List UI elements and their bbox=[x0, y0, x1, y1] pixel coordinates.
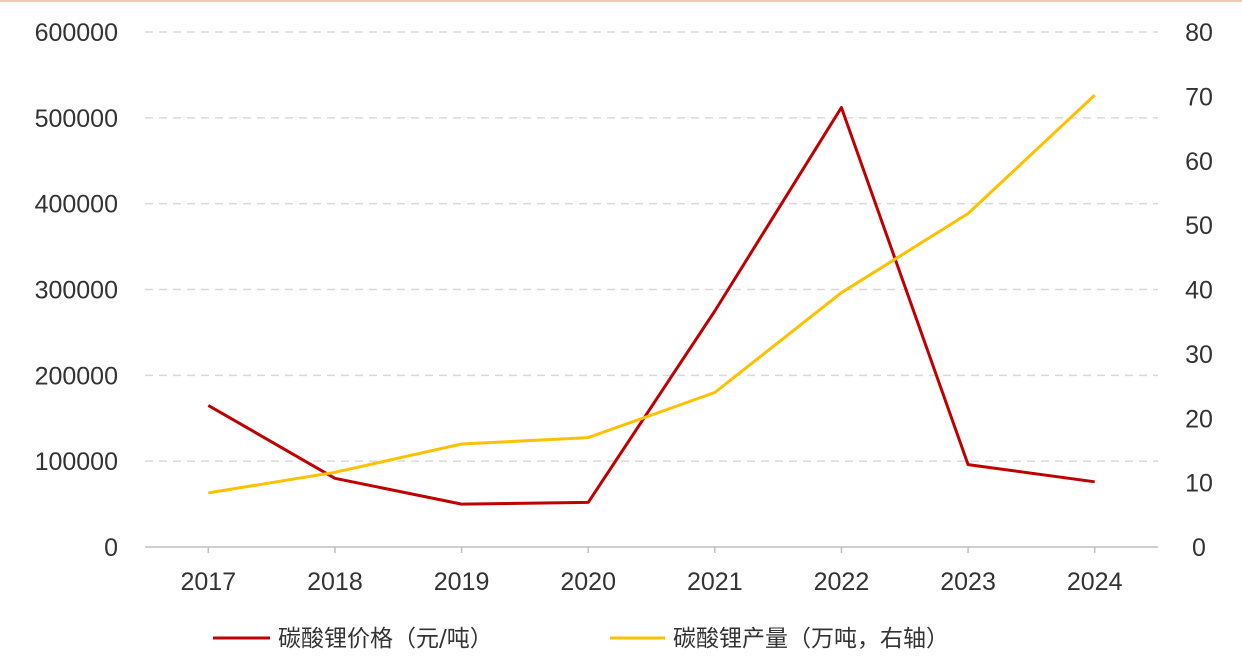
gridlines bbox=[145, 31, 1158, 462]
x-tick-label: 2023 bbox=[940, 568, 996, 596]
series-line-price bbox=[207, 106, 1095, 506]
right-y-tick-label: 10 bbox=[1185, 470, 1213, 498]
x-tick-label: 2017 bbox=[181, 568, 237, 596]
right-y-tick-label: 60 bbox=[1185, 148, 1213, 176]
x-tick-label: 2022 bbox=[814, 568, 870, 596]
right-y-tick-label: 30 bbox=[1185, 341, 1213, 369]
left-y-tick-label: 600000 bbox=[35, 19, 118, 47]
left-y-tick-label: 400000 bbox=[35, 191, 118, 219]
right-y-tick-label: 50 bbox=[1185, 212, 1213, 240]
x-tick-label: 2020 bbox=[560, 568, 616, 596]
x-tick-label: 2018 bbox=[307, 568, 363, 596]
x-tick-label: 2021 bbox=[687, 568, 743, 596]
right-y-tick-label: 80 bbox=[1185, 19, 1213, 47]
left-y-tick-label: 100000 bbox=[35, 448, 118, 476]
legend-label-production: 碳酸锂产量（万吨，右轴） bbox=[673, 626, 949, 652]
top-border bbox=[0, 0, 1242, 2]
x-axis-ticks bbox=[207, 547, 1096, 553]
right-y-tick-label: 0 bbox=[1192, 534, 1206, 562]
x-tick-label: 2024 bbox=[1067, 568, 1123, 596]
right-y-axis: 0 10 20 30 40 50 60 70 80 bbox=[1185, 19, 1213, 562]
legend-label-price: 碳酸锂价格（元/吨） bbox=[278, 626, 493, 652]
x-axis-labels: 2017 2018 2019 2020 2021 2022 2023 2024 bbox=[181, 568, 1123, 596]
x-tick-label: 2019 bbox=[434, 568, 490, 596]
right-y-tick-label: 40 bbox=[1185, 277, 1213, 305]
left-y-tick-label: 200000 bbox=[35, 362, 118, 390]
legend: 碳酸锂价格（元/吨） 碳酸锂产量（万吨，右轴） bbox=[213, 626, 949, 652]
left-y-tick-label: 500000 bbox=[35, 105, 118, 133]
right-y-tick-label: 20 bbox=[1185, 405, 1213, 433]
series-lines bbox=[207, 94, 1096, 506]
left-y-axis: 0 100000 200000 300000 400000 500000 600000 bbox=[35, 19, 118, 562]
left-y-tick-label: 300000 bbox=[35, 277, 118, 305]
right-y-tick-label: 70 bbox=[1185, 83, 1213, 111]
series-line-production bbox=[208, 94, 1096, 495]
left-y-tick-label: 0 bbox=[104, 534, 118, 562]
